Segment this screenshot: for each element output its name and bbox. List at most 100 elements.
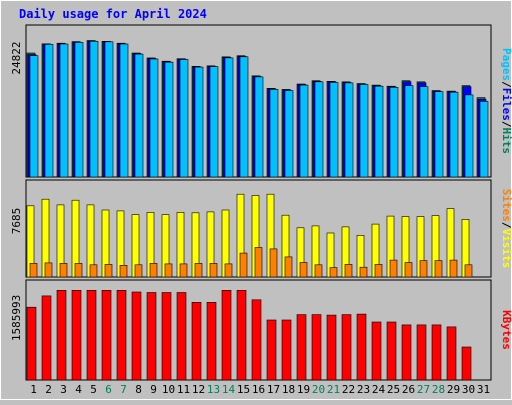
bar-sites-day-9	[149, 263, 158, 278]
bar-kbytes-day-15	[236, 289, 247, 381]
x-tick-label-day-30: 30	[462, 383, 475, 396]
bar-pages-day-5	[89, 40, 99, 178]
bar-sites-day-20	[314, 264, 323, 278]
chart-title: Daily usage for April 2024	[19, 7, 207, 21]
bar-pages-day-23	[359, 84, 369, 178]
bar-kbytes-day-13	[206, 301, 217, 381]
legend-entry: Visits	[500, 229, 512, 269]
y-axis-max-label: 1585993	[10, 295, 23, 341]
x-tick-label-day-17: 17	[267, 383, 280, 396]
bar-pages-day-16	[254, 76, 264, 178]
bar-sites-day-18	[284, 256, 293, 278]
bar-pages-day-21	[329, 82, 339, 178]
x-tick-label-day-22: 22	[342, 383, 355, 396]
bar-pages-day-31	[479, 101, 489, 178]
bar-sites-day-28	[434, 260, 443, 278]
panel-legend: Pages/Files/Hits	[500, 48, 512, 154]
bar-kbytes-day-14	[221, 289, 232, 381]
panel-middle: 7685 Sites/Visits	[10, 179, 512, 278]
x-tick-label-day-31: 31	[477, 383, 490, 396]
bar-sites-day-4	[74, 263, 83, 278]
x-tick-label-day-16: 16	[252, 383, 265, 396]
legend-entry: /	[500, 121, 512, 128]
bar-pages-day-4	[74, 42, 84, 178]
bar-kbytes-day-27	[416, 324, 427, 381]
bar-kbytes-day-7	[116, 289, 127, 381]
bar-sites-day-17	[269, 248, 278, 278]
x-tick-label-day-10: 10	[162, 383, 175, 396]
bar-pages-day-25	[389, 87, 399, 178]
bar-kbytes-day-18	[281, 319, 292, 381]
bar-sites-day-29	[449, 259, 458, 278]
bar-sites-day-15	[239, 252, 248, 278]
bar-pages-day-7	[119, 43, 129, 178]
x-tick-label-day-20: 20	[312, 383, 325, 396]
bar-sites-day-5	[89, 264, 98, 278]
bar-kbytes-day-12	[191, 301, 202, 381]
bar-kbytes-day-1	[26, 306, 37, 381]
bar-sites-day-23	[359, 266, 368, 278]
bar-pages-day-13	[209, 66, 219, 178]
x-tick-label-day-6: 6	[105, 383, 112, 396]
bar-pages-day-26	[404, 85, 414, 178]
bar-kbytes-day-19	[296, 314, 307, 381]
bar-kbytes-day-21	[326, 314, 337, 381]
legend-entry: /	[500, 81, 512, 88]
bar-sites-day-16	[254, 247, 263, 278]
bar-sites-day-30	[464, 264, 473, 278]
bar-kbytes-day-24	[371, 321, 382, 381]
bar-pages-day-3	[59, 43, 69, 178]
bar-sites-day-26	[404, 262, 413, 278]
bar-pages-day-24	[374, 85, 384, 178]
bar-sites-day-19	[299, 262, 308, 278]
bar-kbytes-day-26	[401, 324, 412, 381]
bar-pages-day-30	[464, 94, 474, 178]
y-axis-max-label: 7685	[10, 208, 23, 235]
bar-sites-day-27	[419, 260, 428, 278]
legend-entry: /	[500, 222, 512, 229]
panel-legend: KBytes	[500, 310, 512, 350]
bar-sites-day-22	[344, 264, 353, 278]
bar-kbytes-day-22	[341, 314, 352, 381]
x-tick-label-day-2: 2	[45, 383, 52, 396]
x-tick-label-day-3: 3	[60, 383, 67, 396]
bar-pages-day-9	[149, 58, 159, 178]
bar-sites-day-8	[134, 264, 143, 278]
legend-entry: KBytes	[500, 310, 512, 350]
bar-pages-day-1	[29, 55, 39, 178]
x-tick-label-day-8: 8	[135, 383, 142, 396]
bar-pages-day-2	[44, 43, 54, 178]
bar-sites-day-21	[329, 267, 338, 278]
x-tick-label-day-13: 13	[207, 383, 220, 396]
bar-sites-day-14	[224, 263, 233, 278]
x-tick-label-day-9: 9	[150, 383, 157, 396]
bar-pages-day-19	[299, 84, 309, 178]
bar-sites-day-7	[119, 264, 128, 278]
bar-kbytes-day-8	[131, 291, 142, 381]
bar-pages-day-27	[419, 86, 429, 178]
bar-kbytes-day-17	[266, 319, 277, 381]
x-tick-label-day-18: 18	[282, 383, 295, 396]
bar-pages-day-8	[134, 53, 144, 178]
bar-kbytes-day-4	[71, 289, 82, 381]
x-tick-label-day-26: 26	[402, 383, 415, 396]
bar-kbytes-day-16	[251, 299, 262, 381]
bar-kbytes-day-29	[446, 326, 457, 381]
bar-kbytes-day-20	[311, 314, 322, 381]
bar-kbytes-day-23	[356, 313, 367, 381]
bar-kbytes-day-30	[461, 346, 472, 381]
x-tick-label-day-27: 27	[417, 383, 430, 396]
bar-kbytes-day-11	[176, 292, 187, 381]
x-tick-label-day-25: 25	[387, 383, 400, 396]
panel-top: 24822 Pages/Files/Hits	[10, 24, 512, 178]
x-tick-label-day-12: 12	[192, 383, 205, 396]
bar-pages-day-28	[434, 91, 444, 178]
bar-pages-day-11	[179, 59, 189, 178]
bar-kbytes-day-9	[146, 292, 157, 381]
panel-legend: Sites/Visits	[500, 189, 512, 269]
bar-kbytes-day-10	[161, 292, 172, 381]
bar-kbytes-day-28	[431, 324, 442, 381]
legend-entry: Files	[500, 88, 512, 121]
bar-pages-day-17	[269, 89, 279, 178]
